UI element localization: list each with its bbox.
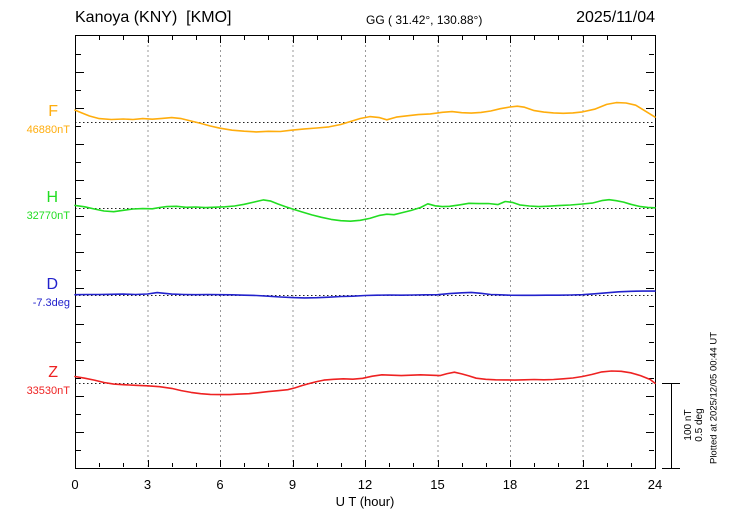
series-label-F: F 46880nT bbox=[0, 104, 70, 136]
x-tick-label: 18 bbox=[502, 477, 518, 492]
series-name-Z: Z bbox=[48, 364, 58, 381]
x-tick-label: 0 bbox=[71, 477, 79, 492]
plot-frame bbox=[75, 35, 656, 469]
geographic-coordinates: GG ( 31.42°, 130.88°) bbox=[366, 13, 483, 27]
component-baselines bbox=[75, 122, 655, 384]
series-name-F: F bbox=[48, 103, 58, 120]
x-tick-label: 9 bbox=[288, 477, 297, 492]
trace-H bbox=[74, 198, 656, 222]
series-baseline-value-D: -7.3deg bbox=[32, 297, 70, 309]
trace-F bbox=[74, 101, 656, 133]
plotted-at-timestamp: Plotted at 2025/12/05 00:44 UT bbox=[708, 331, 720, 465]
series-label-H: H 32770nT bbox=[0, 190, 70, 222]
y-axis-ticks bbox=[76, 54, 654, 451]
station-title: Kanoya (KNY) [KMO] bbox=[75, 9, 232, 26]
x-tick-label: 21 bbox=[575, 477, 590, 492]
x-tick-label: 6 bbox=[216, 477, 224, 492]
series-name-D: D bbox=[46, 276, 58, 293]
x-axis-title: U T (hour) bbox=[335, 494, 395, 509]
plot-date: 2025/11/04 bbox=[576, 9, 655, 26]
series-baseline-value-Z: 33530nT bbox=[26, 385, 70, 397]
scale-bar-deg-label: 0.5 deg bbox=[694, 408, 705, 442]
scale-bar-nt-label: 100 nT bbox=[683, 409, 694, 441]
x-axis-ticks bbox=[75, 36, 656, 467]
x-tick-label: 12 bbox=[357, 477, 373, 492]
vertical-gridlines bbox=[147, 35, 584, 468]
trace-D bbox=[74, 290, 656, 299]
series-label-Z: Z 33530nT bbox=[0, 365, 70, 397]
scale-bar bbox=[662, 383, 680, 469]
scale-bar-labels: 100 nT 0.5 deg bbox=[683, 408, 705, 441]
x-tick-label: 24 bbox=[647, 477, 663, 492]
series-baseline-value-H: 32770nT bbox=[26, 210, 70, 222]
series-name-H: H bbox=[46, 189, 58, 206]
trace-Z bbox=[74, 370, 656, 396]
series-baseline-value-F: 46880nT bbox=[26, 124, 70, 136]
series-label-D: D -7.3deg bbox=[0, 277, 70, 309]
x-tick-label: 15 bbox=[430, 477, 445, 492]
x-tick-label: 3 bbox=[143, 477, 152, 492]
